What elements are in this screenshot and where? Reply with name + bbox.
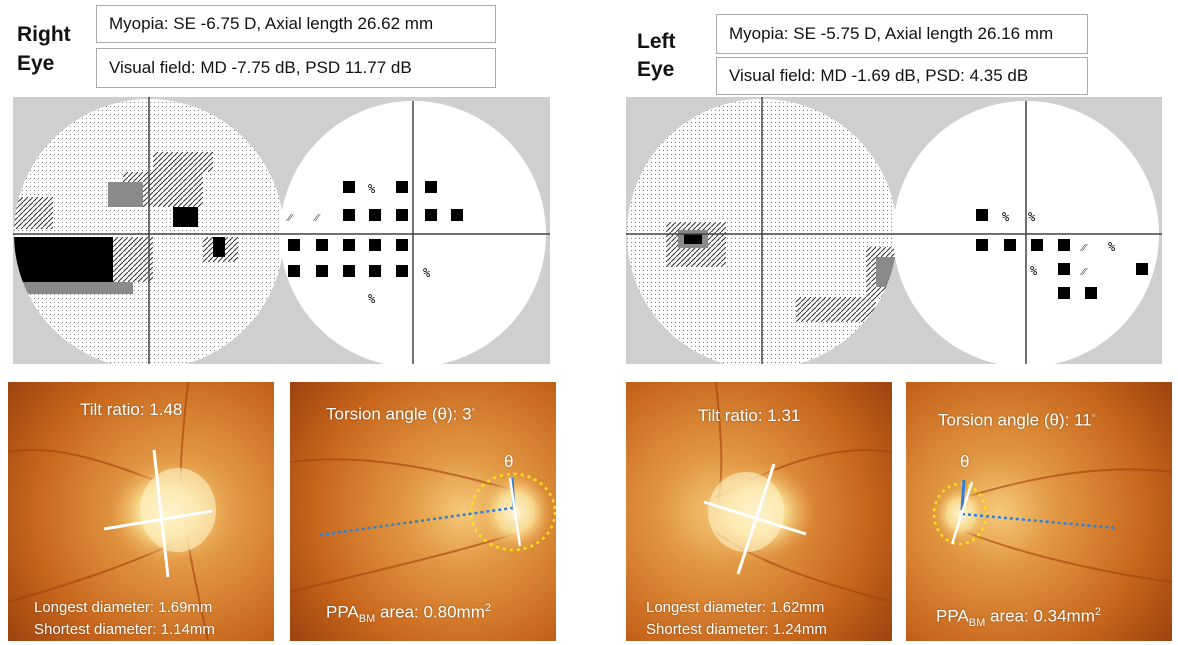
left-shortest-diameter: Shortest diameter: 1.24mm <box>646 621 827 638</box>
right-eye-label-line1: Right <box>17 23 71 46</box>
right-vf-svg: % % % ⁄⁄ ⁄⁄ <box>13 97 550 364</box>
right-ppa-prefix: PPA <box>326 602 359 622</box>
left-probability-plot: % % % % ⁄⁄ ⁄⁄ <box>893 101 1162 364</box>
right-tilt-ratio: Tilt ratio: 1.48 <box>80 400 183 419</box>
left-visual-field-text: Visual field: MD -1.69 dB, PSD: 4.35 dB <box>729 66 1029 85</box>
left-torsion-angle-text: Torsion angle (θ): 11 <box>938 410 1092 430</box>
left-ppa-area-text: area: 0.34mm <box>985 606 1095 626</box>
right-torsion-angle: Torsion angle (θ): 3◦ <box>326 400 475 425</box>
right-myopia-text: Myopia: SE -6.75 D, Axial length 26.62 m… <box>109 14 434 33</box>
left-theta-label: θ <box>960 452 970 471</box>
right-eye-label: Right Eye <box>17 20 71 78</box>
right-longest-diameter: Longest diameter: 1.69mm <box>34 599 213 616</box>
svg-text:%: % <box>1002 210 1010 224</box>
svg-text:%: % <box>368 292 376 306</box>
left-grayscale-plot <box>626 97 898 364</box>
right-ppa-area: PPABM area: 0.80mm2 <box>326 598 491 629</box>
left-ppa-sup: 2 <box>1094 606 1101 618</box>
right-ppa-area-text: area: 0.80mm <box>375 602 485 622</box>
right-probability-plot: % % % ⁄⁄ ⁄⁄ <box>280 101 550 364</box>
svg-text:⁄⁄: ⁄⁄ <box>313 211 321 224</box>
left-myopia-box: Myopia: SE -5.75 D, Axial length 26.16 m… <box>716 14 1088 54</box>
right-visual-field-plots: % % % ⁄⁄ ⁄⁄ <box>13 97 550 364</box>
right-shortest-diameter: Shortest diameter: 1.14mm <box>34 621 215 638</box>
right-grayscale-plot <box>13 97 285 364</box>
right-fundus-torsion-svg <box>290 382 556 641</box>
left-vf-svg: % % % % ⁄⁄ ⁄⁄ <box>626 97 1162 364</box>
left-degree-mark: ◦ <box>1091 410 1096 422</box>
right-fundus-torsion-photo: Torsion angle (θ): 3◦ θ PPABM area: 0.80… <box>290 382 556 641</box>
svg-text:%: % <box>368 182 376 196</box>
right-torsion-angle-text: Torsion angle (θ): 3 <box>326 404 472 424</box>
right-ppa-sup: 2 <box>484 602 491 614</box>
right-fundus-tilt-photo: Tilt ratio: 1.48 Longest diameter: 1.69m… <box>8 382 274 641</box>
svg-text:%: % <box>1030 264 1038 278</box>
right-theta-label: θ <box>504 452 514 471</box>
right-degree-mark: ◦ <box>471 404 476 416</box>
left-longest-diameter: Longest diameter: 1.62mm <box>646 599 825 616</box>
right-myopia-box: Myopia: SE -6.75 D, Axial length 26.62 m… <box>96 5 496 43</box>
right-ppa-sub: BM <box>358 613 376 626</box>
left-eye-label-line1: Left <box>637 30 676 53</box>
svg-text:⁄⁄: ⁄⁄ <box>1080 265 1088 278</box>
right-fundus-tilt-svg <box>8 382 274 641</box>
left-fundus-torsion-svg <box>906 382 1172 641</box>
svg-text:%: % <box>1028 210 1036 224</box>
right-visual-field-box: Visual field: MD -7.75 dB, PSD 11.77 dB <box>96 48 496 88</box>
left-fundus-torsion-photo: Torsion angle (θ): 11◦ θ PPABM area: 0.3… <box>906 382 1172 641</box>
svg-text:⁄⁄: ⁄⁄ <box>1080 241 1088 254</box>
left-eye-label-line2: Eye <box>637 58 675 81</box>
svg-text:⁄⁄: ⁄⁄ <box>286 211 294 224</box>
left-eye-label: Left Eye <box>637 28 676 84</box>
left-visual-field-box: Visual field: MD -1.69 dB, PSD: 4.35 dB <box>716 57 1088 95</box>
right-visual-field-text: Visual field: MD -7.75 dB, PSD 11.77 dB <box>109 58 412 77</box>
left-tilt-ratio: Tilt ratio: 1.31 <box>698 406 801 425</box>
left-fundus-tilt-svg <box>626 382 892 641</box>
left-fundus-tilt-photo: Tilt ratio: 1.31 Longest diameter: 1.62m… <box>626 382 892 641</box>
left-ppa-area: PPABM area: 0.34mm2 <box>936 602 1101 633</box>
right-eye-label-line2: Eye <box>17 52 55 75</box>
svg-text:%: % <box>1108 240 1116 254</box>
left-visual-field-plots: % % % % ⁄⁄ ⁄⁄ <box>626 97 1162 364</box>
left-ppa-sub: BM <box>968 617 986 630</box>
svg-text:%: % <box>423 266 431 280</box>
left-torsion-angle: Torsion angle (θ): 11◦ <box>938 406 1096 431</box>
left-ppa-prefix: PPA <box>936 606 969 626</box>
left-myopia-text: Myopia: SE -5.75 D, Axial length 26.16 m… <box>729 24 1054 43</box>
